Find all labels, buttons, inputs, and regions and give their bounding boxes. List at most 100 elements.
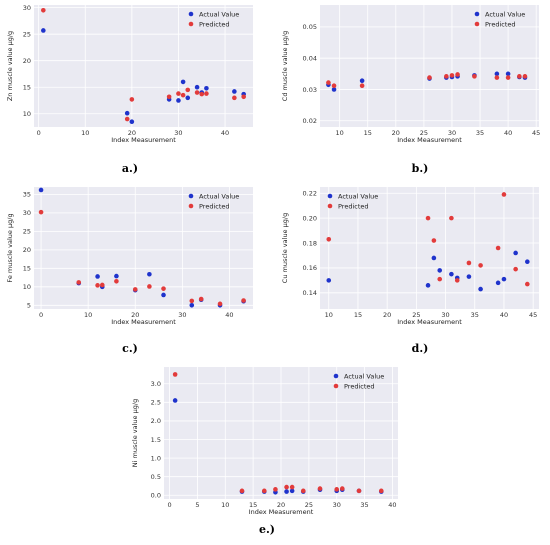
y-tick-label: 1.5	[151, 436, 161, 444]
actual-value-point	[331, 87, 337, 92]
legend-label-predicted: Predicted	[485, 20, 516, 28]
legend-label-actual: Actual Value	[485, 10, 525, 18]
x-tick-label: 30	[441, 311, 449, 319]
y-tick-label: 25	[23, 30, 31, 38]
predicted-point	[132, 287, 138, 292]
actual-value-point	[431, 255, 437, 261]
legend-marker-actual	[474, 11, 480, 17]
chart-d: 10 15 20 25 30 35 40 45 0.14 0.16 0.18 0.20 0.22 Inde…	[281, 187, 539, 355]
predicted-point	[199, 91, 205, 97]
legend: Actual Value Predicted	[188, 192, 239, 210]
actual-value-point	[359, 78, 365, 84]
predicted-point	[198, 296, 204, 302]
legend-marker-predicted	[333, 383, 339, 389]
predicted-point	[273, 487, 278, 492]
x-tick-label: 20	[131, 311, 139, 319]
actual-value-point	[194, 84, 200, 90]
predicted-point	[478, 263, 483, 268]
actual-value-point	[204, 85, 209, 91]
predicted-point	[129, 97, 135, 102]
y-tick-label: 0.14	[303, 289, 317, 297]
actual-value-point	[41, 28, 46, 33]
predicted-point	[124, 116, 130, 122]
legend: Actual Value Predicted	[327, 192, 378, 210]
x-tick-label: 40	[504, 129, 512, 137]
predicted-point	[41, 8, 46, 13]
legend: Actual Value Predicted	[474, 10, 525, 28]
x-tick-label: 15	[364, 129, 372, 137]
predicted-point	[180, 92, 186, 98]
y-tick-label: 3.0	[151, 380, 161, 388]
legend-label-predicted: Predicted	[199, 202, 230, 210]
predicted-point	[431, 238, 437, 243]
actual-value-point	[161, 292, 166, 298]
actual-value-point	[425, 283, 431, 288]
predicted-point	[261, 488, 267, 494]
x-tick-label: 0	[37, 129, 41, 137]
y-tick-label: 0.16	[303, 264, 317, 272]
x-axis-label: Index Measurement	[397, 318, 462, 326]
legend-marker-predicted	[188, 203, 194, 209]
legend: Actual Value Predicted	[188, 10, 239, 28]
y-tick-label: 20	[23, 246, 31, 254]
predicted-point	[425, 215, 431, 221]
actual-value-point	[172, 398, 178, 403]
predicted-point	[317, 486, 323, 491]
actual-value-point	[478, 286, 483, 292]
x-tick-label: 10	[325, 311, 333, 319]
actual-value-point	[525, 259, 530, 264]
actual-value-point	[147, 271, 152, 277]
y-tick-label: 10	[23, 110, 31, 118]
plot-area	[34, 5, 253, 127]
x-tick-label: 10	[336, 129, 344, 137]
y-tick-label: 2.5	[151, 399, 161, 407]
x-tick-label: 15	[354, 311, 362, 319]
legend-marker-actual	[188, 11, 194, 17]
predicted-point	[241, 94, 246, 100]
predicted-point	[147, 284, 152, 289]
actual-value-point	[466, 274, 472, 279]
x-tick-label: 5	[195, 501, 199, 509]
predicted-point	[95, 283, 100, 288]
y-tick-label: 0.04	[303, 54, 317, 62]
x-tick-label: 45	[529, 311, 537, 319]
actual-value-point	[185, 95, 191, 101]
x-tick-label: 25	[420, 129, 428, 137]
legend-label-actual: Actual Value	[338, 192, 378, 200]
y-tick-label: 15	[23, 265, 31, 273]
actual-value-point	[494, 71, 500, 77]
actual-value-point	[513, 250, 518, 256]
panel-caption: c.)	[122, 342, 138, 355]
predicted-point	[455, 72, 460, 77]
plot-area	[320, 187, 539, 309]
predicted-point	[289, 484, 295, 490]
y-tick-label: 0.05	[303, 23, 317, 31]
y-tick-label: 30	[23, 209, 31, 217]
actual-value-point	[124, 110, 130, 116]
x-tick-label: 15	[249, 501, 257, 509]
x-axis-label: Index Measurement	[397, 136, 462, 144]
x-axis-label: Index Measurement	[111, 136, 176, 144]
predicted-point	[194, 90, 200, 95]
legend-marker-actual	[333, 373, 339, 379]
x-tick-label: 0	[39, 311, 43, 319]
actual-value-point	[129, 119, 135, 124]
actual-value-point	[437, 268, 443, 273]
y-tick-label: 1.0	[151, 454, 161, 462]
predicted-point	[300, 488, 306, 494]
x-tick-label: 25	[305, 501, 313, 509]
plot-area	[34, 187, 253, 309]
predicted-point	[472, 74, 477, 79]
predicted-point	[449, 215, 454, 221]
predicted-point	[494, 75, 500, 80]
x-axis-label: Index Measurement	[249, 508, 314, 516]
x-tick-label: 10	[221, 501, 229, 509]
y-tick-label: 0.0	[151, 492, 161, 500]
actual-value-point	[114, 273, 119, 279]
predicted-point	[176, 91, 181, 96]
predicted-point	[76, 280, 82, 285]
actual-value-point	[449, 271, 454, 277]
predicted-point	[331, 83, 337, 89]
actual-value-point	[95, 274, 100, 279]
